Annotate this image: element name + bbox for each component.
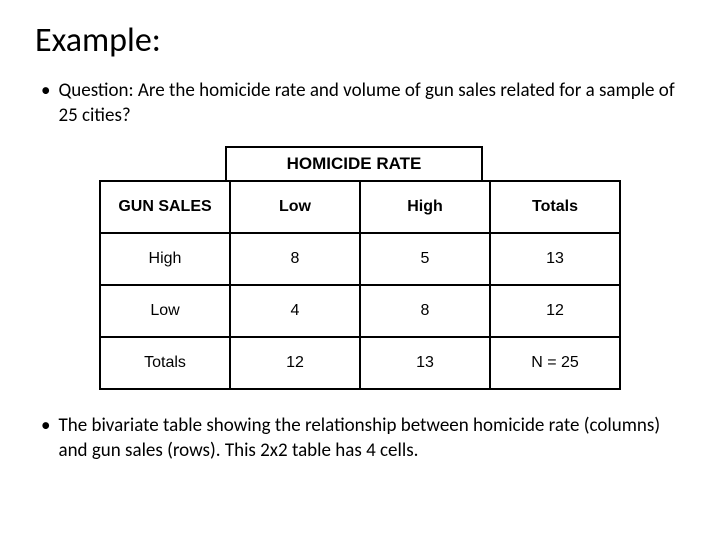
row-label: Low xyxy=(100,285,230,337)
bullet-text: The bivariate table showing the relation… xyxy=(58,414,685,463)
row-label: Totals xyxy=(100,337,230,389)
col-header-low: Low xyxy=(230,181,360,233)
col-header-high: High xyxy=(360,181,490,233)
row-label: High xyxy=(100,233,230,285)
cell-value: N = 25 xyxy=(490,337,620,389)
crosstab-table: GUN SALES Low High Totals High 8 5 13 Lo… xyxy=(99,180,621,390)
cell-value: 12 xyxy=(490,285,620,337)
table-row: Low 4 8 12 xyxy=(100,285,620,337)
col-header-gun-sales: GUN SALES xyxy=(100,181,230,233)
bullet-marker: • xyxy=(41,414,50,439)
bullet-marker: • xyxy=(41,79,50,104)
cell-value: 13 xyxy=(360,337,490,389)
col-header-totals: Totals xyxy=(490,181,620,233)
table-header-row: GUN SALES Low High Totals xyxy=(100,181,620,233)
cell-value: 8 xyxy=(230,233,360,285)
bullet-text: Question: Are the homicide rate and volu… xyxy=(58,79,685,128)
bullet-item: • The bivariate table showing the relati… xyxy=(35,414,685,463)
table-row: Totals 12 13 N = 25 xyxy=(100,337,620,389)
cell-value: 8 xyxy=(360,285,490,337)
page-title: Example: xyxy=(35,20,685,61)
cell-value: 13 xyxy=(490,233,620,285)
cell-value: 5 xyxy=(360,233,490,285)
table-super-header-row: HOMICIDE RATE xyxy=(99,146,621,180)
table-wrapper: HOMICIDE RATE GUN SALES Low High Totals … xyxy=(35,146,685,390)
table-super-header: HOMICIDE RATE xyxy=(225,146,483,180)
cell-value: 4 xyxy=(230,285,360,337)
table-row: High 8 5 13 xyxy=(100,233,620,285)
cell-value: 12 xyxy=(230,337,360,389)
bullet-item: • Question: Are the homicide rate and vo… xyxy=(35,79,685,128)
